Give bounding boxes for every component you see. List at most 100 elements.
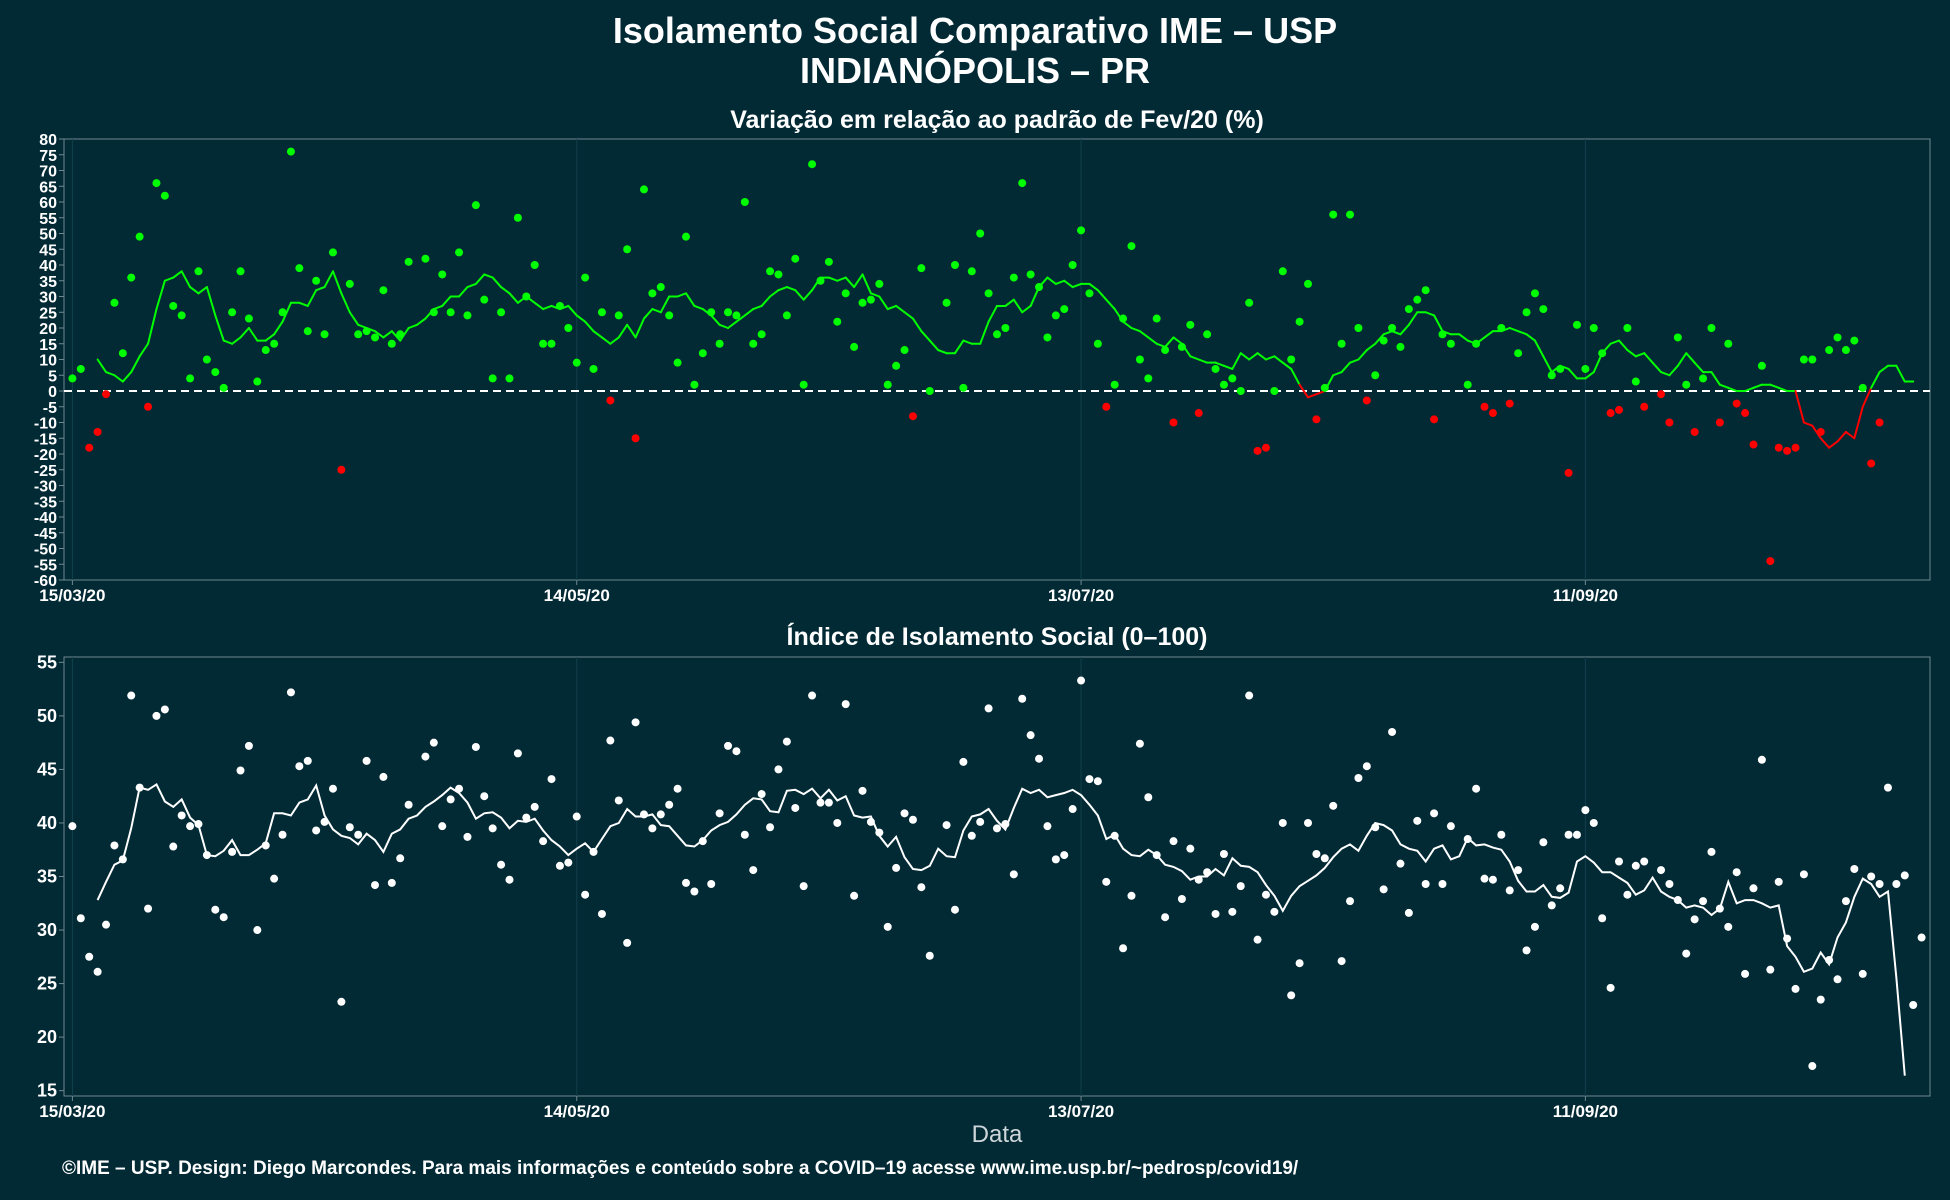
data-point [236,267,245,276]
data-point [942,821,951,830]
moving-average-segment [844,276,856,289]
moving-average-segment [785,286,797,292]
moving-average-segment [718,323,730,329]
data-point [1177,342,1186,351]
data-point [1825,346,1834,355]
data-point [102,390,111,399]
data-point [110,298,119,307]
data-point [68,822,77,831]
data-point [421,752,430,761]
data-point [1236,387,1245,395]
figure-title: Isolamento Social Comparativo IME – USP [612,10,1338,51]
moving-average-segment [533,301,545,311]
data-point [177,811,186,820]
moving-average-segment [331,270,343,295]
data-point [144,402,153,411]
data-point [1589,324,1598,332]
data-point [581,890,590,899]
moving-average-segment [1811,424,1822,440]
data-point [1203,868,1212,877]
data-point [1337,957,1346,966]
data-point [749,339,758,348]
moving-average-segment [1844,430,1856,440]
data-point [597,308,606,317]
moving-average-segment [1878,364,1889,374]
data-point [1388,727,1397,736]
moving-average-segment [281,301,292,323]
data-point [1757,755,1766,764]
moving-average-segment [340,292,351,314]
data-point [1707,847,1716,856]
data-point [211,368,220,377]
moving-average-segment [953,339,965,355]
data-point [505,875,514,884]
data-point [530,802,539,811]
data-point [1446,339,1455,348]
data-point [656,810,665,819]
data-point [740,830,749,839]
data-point [85,443,94,452]
data-point [841,289,850,298]
data-point [1362,762,1371,771]
moving-average-segment [407,323,419,329]
panel-variation: Variação em relação ao padrão de Fev/20 … [34,106,1931,605]
data-point [488,824,497,833]
data-point [177,311,186,320]
data-point [1615,405,1623,414]
moving-average-segment [1517,330,1528,336]
data-point [892,361,901,370]
data-point [833,818,842,827]
moving-average-segment [1609,339,1620,345]
data-point [1312,850,1321,859]
moving-average-segment [567,304,578,317]
data-point [1581,806,1590,815]
data-point [950,905,959,914]
y-tick-label: 5 [48,368,57,385]
moving-average-segment [1189,355,1200,361]
data-point [1867,459,1876,468]
data-point [312,826,321,835]
moving-average-segment [1836,430,1847,443]
data-point [816,798,825,807]
data-point [917,264,926,273]
moving-average-segment [1895,364,1906,383]
moving-average-segment [651,308,662,314]
moving-average-segment [374,330,385,339]
data-point [1169,837,1178,846]
data-point [1581,364,1590,373]
moving-average-segment [1365,342,1377,352]
data-point [984,704,993,713]
data-point [1631,377,1640,386]
data-point [1362,396,1371,405]
x-tick-label: 13/07/20 [1048,1102,1114,1121]
data-point [993,330,1001,339]
data-point [1287,991,1296,1000]
data-point [1320,854,1329,863]
y-tick-label: 30 [37,920,57,940]
data-point [791,803,800,812]
moving-average-segment [1668,364,1679,377]
data-point [295,264,304,273]
data-point [1589,818,1598,827]
data-point [1732,399,1741,408]
data-point [824,257,833,266]
data-point [1253,935,1262,944]
data-point [396,330,405,339]
data-point [1530,289,1539,298]
moving-average-segment [491,276,503,289]
moving-average-segment [441,295,452,307]
data-point [1329,801,1338,810]
moving-average-segment [1231,352,1242,370]
moving-average-segment [794,289,805,301]
data-point [1043,333,1052,342]
moving-average-segment [979,320,990,345]
moving-average-segment [886,304,898,311]
data-point [1346,897,1355,906]
data-point [1018,179,1027,188]
data-point [387,339,396,348]
data-point [1051,855,1060,864]
moving-average-segment [1273,355,1284,364]
moving-average-segment [895,304,906,314]
